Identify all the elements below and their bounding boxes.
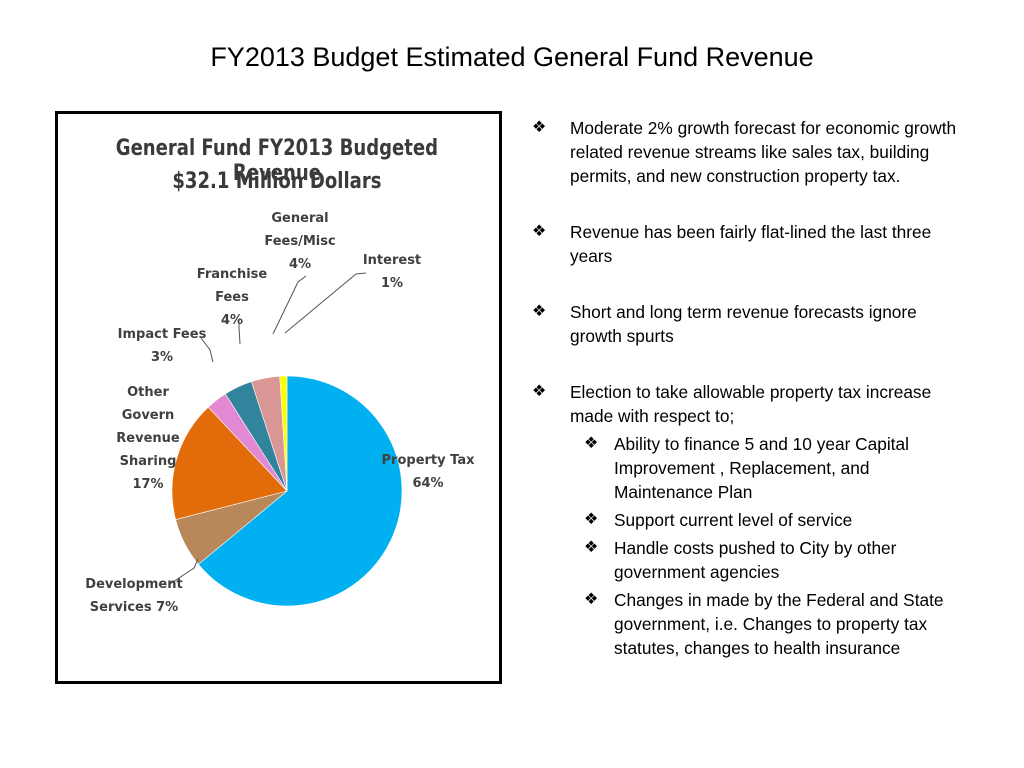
slice-label: Property Tax 64% xyxy=(382,453,476,491)
leader-line xyxy=(200,337,214,363)
diamond-bullet-icon: ❖ xyxy=(532,383,547,400)
bullet-text: Short and long term revenue forecasts ig… xyxy=(570,302,917,346)
leader-line xyxy=(238,319,241,345)
chart-subtitle: $32.1 Million Dollars xyxy=(172,169,382,194)
diamond-bullet-icon: ❖ xyxy=(532,303,547,320)
pie-slice-other-govern-revenue-sharing xyxy=(171,406,288,520)
sub-bullet-list: ❖ Ability to finance 5 and 10 year Capit… xyxy=(570,432,970,660)
bullet-text: Election to take allowable property tax … xyxy=(570,382,932,426)
bullet-item: ❖ Election to take allowable property ta… xyxy=(530,380,970,660)
pie-chart-frame: General Fund FY2013 Budgeted Revenue $32… xyxy=(55,111,502,684)
sub-bullet-item: ❖ Support current level of service xyxy=(570,508,970,532)
bullet-text: Moderate 2% growth forecast for economic… xyxy=(570,118,957,186)
pie-slice-property-tax xyxy=(197,375,403,607)
sub-bullet-item: ❖ Ability to finance 5 and 10 year Capit… xyxy=(570,432,970,504)
sub-bullet-text: Changes in made by the Federal and State… xyxy=(614,590,944,658)
diamond-bullet-icon: ❖ xyxy=(532,223,547,240)
bullet-text: Revenue has been fairly flat-lined the l… xyxy=(570,222,932,266)
sub-bullet-text: Support current level of service xyxy=(614,510,853,530)
diamond-bullet-icon: ❖ xyxy=(584,435,599,452)
leader-line xyxy=(272,275,307,335)
pie-chart: Property Tax 64% Development Services 7% Oth… xyxy=(85,211,476,615)
slice-label: Interest 1% xyxy=(363,253,421,291)
diamond-bullet-icon: ❖ xyxy=(532,119,547,136)
diamond-bullet-icon: ❖ xyxy=(584,591,599,608)
sub-bullet-text: Handle costs pushed to City by other gov… xyxy=(614,538,897,582)
bullet-item: ❖ Revenue has been fairly flat-lined the… xyxy=(530,220,970,268)
sub-bullet-item: ❖ Changes in made by the Federal and Sta… xyxy=(570,588,970,660)
bullet-list: ❖ Moderate 2% growth forecast for econom… xyxy=(530,116,970,664)
leader-line xyxy=(169,558,199,585)
pie-slice-interest xyxy=(279,375,288,492)
slice-label: Franchise Fees 4% xyxy=(197,267,268,328)
slice-label: General Fees/Misc 4% xyxy=(264,211,335,272)
slide-title: FY2013 Budget Estimated General Fund Rev… xyxy=(210,42,814,72)
sub-bullet-text: Ability to finance 5 and 10 year Capital… xyxy=(614,434,909,502)
diamond-bullet-icon: ❖ xyxy=(584,539,599,556)
leader-line xyxy=(284,272,367,334)
bullet-item: ❖ Moderate 2% growth forecast for econom… xyxy=(530,116,970,188)
chart-title: General Fund FY2013 Budgeted Revenue xyxy=(115,136,439,186)
slice-label: Impact Fees 3% xyxy=(118,327,207,365)
diamond-bullet-icon: ❖ xyxy=(584,511,599,528)
bullet-item: ❖ Short and long term revenue forecasts … xyxy=(530,300,970,348)
sub-bullet-item: ❖ Handle costs pushed to City by other g… xyxy=(570,536,970,584)
slice-label: Other Govern Revenue Sharing 17% xyxy=(116,385,180,492)
slice-label: Development Services 7% xyxy=(85,577,182,615)
